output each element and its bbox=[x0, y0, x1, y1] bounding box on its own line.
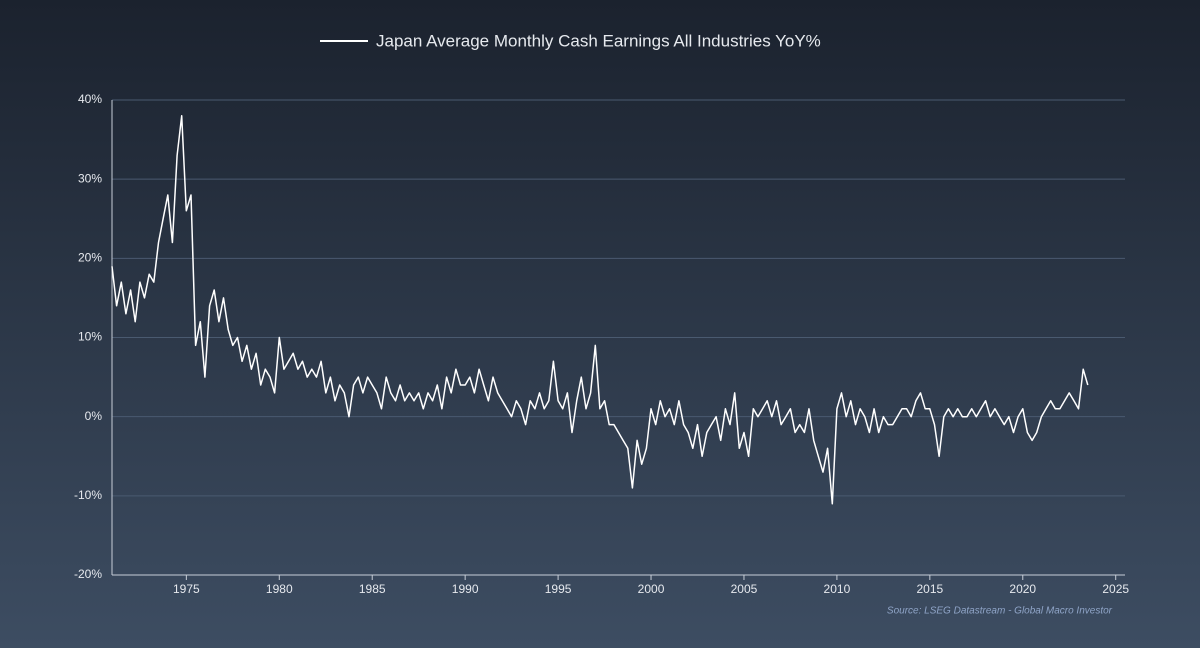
data-line bbox=[111, 115, 1089, 505]
x-tick-label: 1980 bbox=[266, 582, 293, 596]
y-tick-label: 0% bbox=[85, 409, 103, 423]
x-tick-label: 1990 bbox=[452, 582, 479, 596]
x-tick-label: 2000 bbox=[638, 582, 665, 596]
x-tick-label: 1985 bbox=[359, 582, 386, 596]
x-tick-label: 1995 bbox=[545, 582, 572, 596]
y-tick-label: 40% bbox=[78, 92, 102, 106]
y-tick-label: 10% bbox=[78, 330, 102, 344]
y-tick-label: 20% bbox=[78, 251, 102, 265]
x-tick-label: 2015 bbox=[916, 582, 943, 596]
y-tick-label: -10% bbox=[74, 488, 102, 502]
y-tick-label: -20% bbox=[74, 567, 102, 581]
x-tick-label: 1975 bbox=[173, 582, 200, 596]
x-tick-label: 2010 bbox=[824, 582, 851, 596]
source-note: Source: LSEG Datastream - Global Macro I… bbox=[887, 606, 1113, 617]
y-tick-label: 30% bbox=[78, 171, 102, 185]
legend-label: Japan Average Monthly Cash Earnings All … bbox=[376, 31, 821, 50]
x-tick-label: 2005 bbox=[731, 582, 758, 596]
x-tick-label: 2025 bbox=[1102, 582, 1129, 596]
x-tick-label: 2020 bbox=[1009, 582, 1036, 596]
